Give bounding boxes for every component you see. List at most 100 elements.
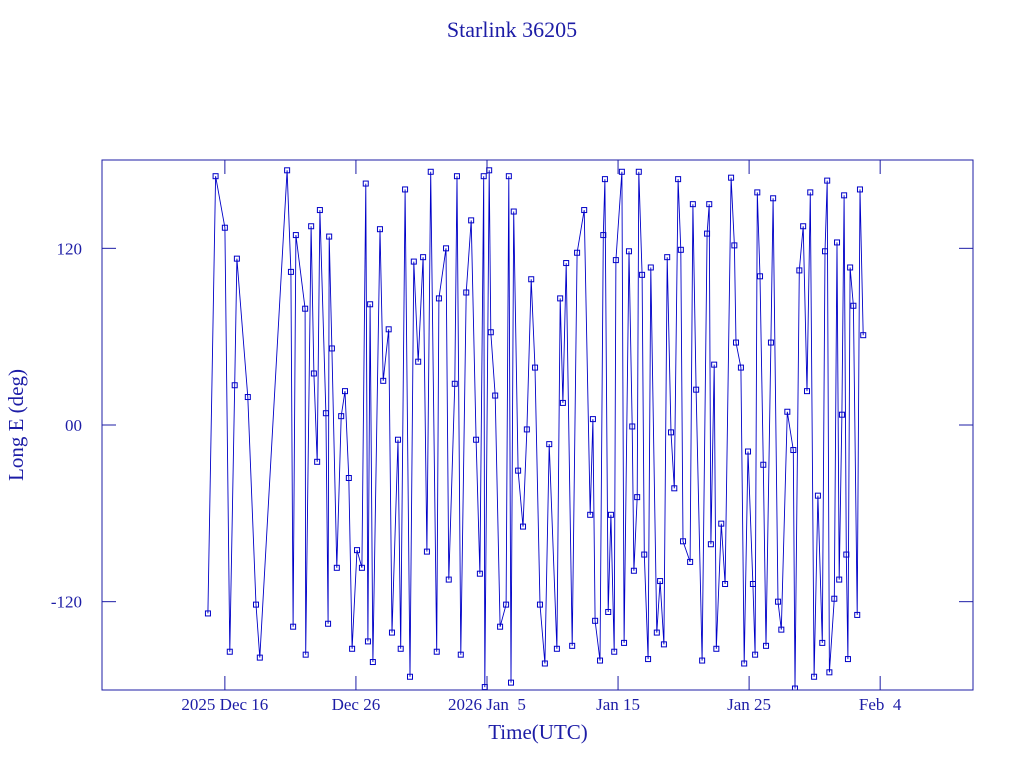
data-point: [737, 364, 744, 371]
data-point: [749, 581, 756, 587]
data-point: [635, 168, 642, 175]
data-point: [406, 673, 413, 680]
data-point: [445, 576, 452, 583]
data-point: [369, 659, 376, 666]
data-point: [468, 217, 475, 224]
data-point: [754, 189, 761, 196]
data-point: [376, 226, 383, 233]
data-point: [322, 410, 329, 417]
data-point: [841, 192, 848, 199]
data-point: [308, 223, 315, 230]
data-point: [256, 654, 263, 661]
data-point: [385, 326, 392, 333]
chart-title: Starlink 36205: [447, 17, 577, 42]
data-point: [790, 447, 797, 454]
data-point: [693, 386, 700, 393]
data-point: [394, 436, 401, 443]
data-point: [706, 201, 713, 208]
data-point: [657, 578, 664, 585]
data-point: [505, 173, 512, 180]
data-point: [457, 651, 464, 658]
y-tick-label: -120: [51, 593, 82, 612]
data-point: [587, 511, 594, 518]
data-point: [453, 173, 460, 180]
data-point: [546, 441, 553, 448]
data-point: [492, 392, 499, 399]
data-point: [675, 176, 682, 183]
data-point: [233, 255, 240, 262]
data-point: [653, 629, 660, 636]
data-point: [252, 601, 259, 608]
data-point: [310, 370, 317, 377]
data-point: [671, 485, 678, 492]
data-point: [722, 581, 729, 587]
data-point: [641, 551, 648, 558]
data-point: [358, 564, 365, 571]
data-point: [333, 564, 340, 571]
data-point: [745, 448, 752, 455]
data-point: [284, 167, 291, 174]
data-point: [581, 207, 588, 214]
y-axis-label: Long E (deg): [4, 369, 28, 481]
data-point: [775, 598, 782, 605]
data-point: [634, 494, 641, 501]
data-point: [325, 620, 332, 627]
x-tick-label: 2025 Dec 16: [181, 695, 268, 714]
data-point: [221, 224, 228, 231]
data-point: [822, 248, 829, 255]
data-point: [410, 258, 417, 265]
data-point: [226, 648, 233, 655]
data-point: [397, 645, 404, 652]
data-point: [811, 673, 818, 680]
data-point: [532, 364, 539, 371]
data-point: [326, 233, 333, 240]
data-point: [302, 305, 309, 312]
data-point: [328, 345, 335, 352]
data-point: [553, 645, 560, 652]
data-point: [800, 223, 807, 230]
data-point: [630, 567, 637, 574]
data-point: [380, 377, 387, 384]
data-point: [443, 245, 450, 252]
data-point: [713, 645, 720, 652]
data-point: [563, 260, 570, 267]
data-point: [463, 289, 470, 296]
data-point: [664, 254, 671, 261]
data-point: [480, 173, 487, 180]
data-point: [731, 242, 738, 249]
data-point: [838, 411, 845, 418]
data-point: [574, 249, 581, 256]
data-point: [699, 657, 706, 664]
data-point: [704, 230, 711, 237]
data-point: [354, 547, 361, 554]
data-point: [292, 232, 299, 239]
data-point: [520, 523, 527, 530]
data-point: [559, 399, 566, 406]
data-point: [836, 576, 843, 583]
data-point: [523, 426, 530, 433]
data-point: [767, 339, 774, 346]
x-tick-label: 2026 Jan 5: [448, 695, 526, 714]
data-point: [364, 638, 371, 645]
data-point: [287, 268, 294, 275]
data-point: [677, 246, 684, 253]
data-point: [629, 423, 636, 430]
data-point: [541, 660, 548, 667]
y-tick-label: 00: [65, 416, 82, 435]
data-point: [834, 239, 841, 246]
data-point: [860, 332, 867, 339]
data-point: [536, 601, 543, 608]
data-point: [814, 492, 821, 499]
data-point: [388, 629, 395, 636]
data-point: [639, 271, 646, 278]
data-point: [473, 436, 480, 443]
data-point: [807, 189, 814, 196]
data-point: [689, 201, 696, 208]
data-point: [423, 548, 430, 555]
data-point: [528, 276, 535, 283]
data-point: [733, 339, 740, 346]
data-point: [687, 558, 694, 565]
data-point: [778, 626, 785, 633]
data-point: [605, 608, 612, 615]
